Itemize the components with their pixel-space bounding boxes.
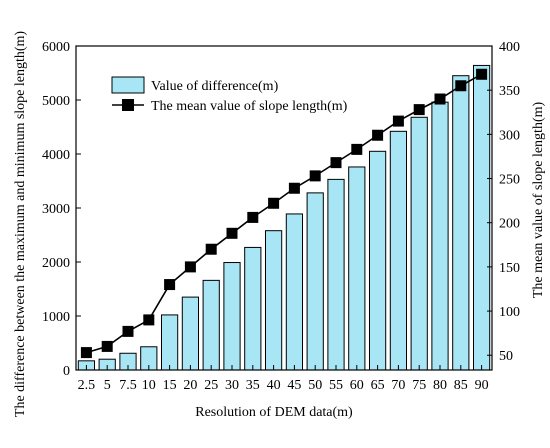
line-point [413,104,425,116]
x-tick-label: 60 [350,378,364,393]
x-tick-label: 50 [308,378,322,393]
ticks-layer: 0 1000 2000 3000 4000 5000 6000 50 100 150 200 250 3… [42,40,520,393]
bar [306,192,324,371]
bar [348,166,366,371]
line-point [143,314,155,326]
line-point [330,157,342,169]
line-layer [80,68,488,359]
line-point [455,80,467,92]
x-tick-label: 45 [287,378,301,393]
line-point [247,211,259,223]
x-tick-label: 15 [163,378,177,393]
bars-layer [77,64,491,371]
x-tick-label: 80 [433,378,447,393]
legend-line-marker [122,99,134,111]
x-axis-title: Resolution of DEM data(m) [195,405,353,420]
y-axis-left-title: The difference between the maximum and m… [13,31,28,418]
y-right-tick-label: 150 [499,261,520,276]
bar [244,246,262,371]
line-point [226,227,238,239]
line-point [476,68,488,80]
x-tick-label: 85 [454,378,468,393]
bar [181,296,200,371]
x-tick-label: 90 [475,378,489,393]
y-left-tick-label: 4000 [42,148,70,163]
line-point [101,340,113,352]
legend-bar-label: Value of difference(m) [151,79,279,94]
x-tick-label: 30 [225,378,239,393]
line-point [205,243,217,255]
bar [389,130,408,371]
bar [327,178,345,371]
x-tick-label: 55 [329,378,343,393]
axes-layer [75,45,493,371]
bar [452,75,470,371]
bar [223,262,241,371]
y-right-tick-label: 200 [499,217,520,232]
y-axis-right-title: The mean value of slope length(m) [531,102,546,299]
y-right-tick-label: 350 [499,84,520,99]
bar [285,213,304,371]
y-left-tick-label: 5000 [42,94,70,109]
bar [410,116,428,371]
y-right-tick-label: 250 [499,173,520,188]
y-right-tick-label: 400 [499,40,520,55]
y-left-tick-label: 2000 [42,256,70,271]
y-right-tick-label: 300 [499,128,520,143]
line-point [184,261,196,273]
bar [472,64,491,371]
x-tick-label: 35 [246,378,260,393]
bar [264,230,283,371]
line-point [372,129,384,141]
y-right-tick-label: 100 [499,305,520,320]
y-left-tick-label: 0 [63,364,70,379]
plot-frame [75,45,493,371]
y-left-tick-label: 1000 [42,310,70,325]
bar [368,150,387,371]
line-point [392,115,404,127]
bar [431,101,449,371]
y-left-tick-label: 3000 [42,202,70,217]
x-tick-label: 25 [204,378,218,393]
x-tick-label: 20 [183,378,197,393]
y-left-tick-label: 6000 [42,40,70,55]
line-point [122,325,134,337]
legend-line-label: The mean value of slope length(m) [151,99,348,114]
line-point [80,347,92,359]
line-point [268,197,280,209]
x-tick-label: 65 [371,378,385,393]
x-tick-label: 2.5 [78,378,96,393]
x-tick-label: 10 [142,378,156,393]
y-right-tick-label: 50 [499,349,513,364]
line-point [164,279,176,291]
legend-bar-swatch [111,76,145,94]
x-tick-label: 40 [267,378,281,393]
line-point [434,93,446,105]
line-point [309,170,321,182]
legend: Value of difference(m) The mean value of… [111,76,348,114]
line-point [288,182,300,194]
x-tick-label: 5 [104,378,111,393]
bar [202,279,220,371]
line-point [351,143,363,155]
x-tick-label: 7.5 [119,378,137,393]
x-tick-label: 70 [391,378,405,393]
bar [160,314,179,371]
x-tick-label: 75 [412,378,426,393]
